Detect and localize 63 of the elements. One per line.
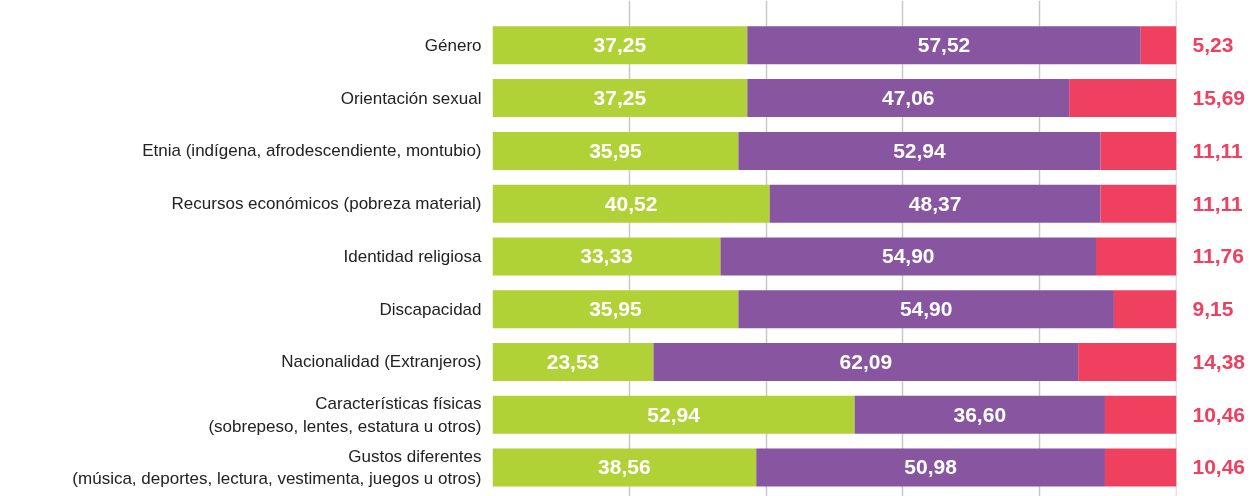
bar bbox=[492, 184, 770, 223]
data-label: 35,95 bbox=[589, 138, 643, 162]
data-label: 15,69 bbox=[1192, 86, 1246, 110]
data-label: 38,56 bbox=[598, 455, 651, 479]
y-tick-label: Identidad religiosa bbox=[343, 246, 483, 266]
bar bbox=[492, 290, 739, 329]
data-label: 54,90 bbox=[899, 297, 953, 321]
data-label: 33,33 bbox=[580, 244, 633, 268]
bar bbox=[1113, 290, 1177, 329]
bar bbox=[747, 79, 1070, 118]
bar bbox=[492, 342, 654, 381]
bar bbox=[1104, 395, 1177, 434]
data-label: 50,98 bbox=[904, 455, 958, 479]
bar bbox=[492, 237, 721, 276]
data-label: 40,52 bbox=[604, 191, 658, 215]
data-label: 11,76 bbox=[1192, 244, 1244, 268]
data-label: 35,95 bbox=[589, 297, 643, 321]
bar bbox=[1095, 237, 1177, 276]
data-label: 9,15 bbox=[1192, 297, 1234, 321]
bar bbox=[492, 395, 855, 434]
data-label: 47,06 bbox=[881, 86, 935, 110]
data-label: 52,94 bbox=[647, 402, 701, 426]
bar bbox=[492, 448, 757, 487]
data-label: 10,46 bbox=[1192, 455, 1246, 479]
data-label: 57,52 bbox=[917, 33, 971, 57]
bar bbox=[720, 237, 1096, 276]
bar bbox=[854, 395, 1105, 434]
data-label: 14,38 bbox=[1192, 349, 1246, 373]
y-tick-label: Gustos diferentes (música, deportes, lectura, vestimenta, juegos u otros) bbox=[72, 446, 482, 489]
bar bbox=[1104, 448, 1177, 487]
data-label: 36,60 bbox=[953, 402, 1007, 426]
bar bbox=[756, 448, 1105, 487]
y-tick-label: Discapacidad bbox=[379, 299, 482, 319]
data-label: 5,23 bbox=[1192, 33, 1234, 57]
y-tick-label: Género bbox=[424, 35, 482, 55]
data-label: 11,11 bbox=[1192, 191, 1244, 215]
bar bbox=[769, 184, 1101, 223]
bar bbox=[492, 131, 739, 170]
data-label: 62,09 bbox=[839, 349, 893, 373]
data-label: 54,90 bbox=[881, 244, 935, 268]
data-label: 10,46 bbox=[1192, 402, 1246, 426]
data-label: 37,25 bbox=[593, 33, 647, 57]
bar bbox=[1069, 79, 1177, 118]
bar bbox=[1140, 26, 1177, 65]
bar bbox=[653, 342, 1079, 381]
y-tick-label: Recursos económicos (pobreza material) bbox=[171, 194, 482, 214]
y-tick-label: Características físicas (sobrepeso, lentes, estatura u otros) bbox=[208, 393, 482, 436]
bar bbox=[747, 26, 1141, 65]
data-label: 23,53 bbox=[546, 349, 600, 373]
data-label: 52,94 bbox=[893, 138, 947, 162]
bar bbox=[1100, 184, 1177, 223]
data-label: 37,25 bbox=[593, 86, 647, 110]
bar bbox=[738, 290, 1114, 329]
bar bbox=[492, 26, 748, 65]
y-tick-label: Nacionalidad (Extranjeros) bbox=[281, 352, 482, 372]
y-tick-label: Etnia (indígena, afrodescendiente, montubio) bbox=[142, 141, 482, 161]
bar bbox=[738, 131, 1101, 170]
bar bbox=[1100, 131, 1177, 170]
y-tick-label: Orientación sexual bbox=[340, 88, 482, 108]
data-label: 48,37 bbox=[908, 191, 962, 215]
data-label: 11,11 bbox=[1192, 138, 1244, 162]
bar bbox=[1078, 342, 1177, 381]
bar bbox=[492, 79, 748, 118]
